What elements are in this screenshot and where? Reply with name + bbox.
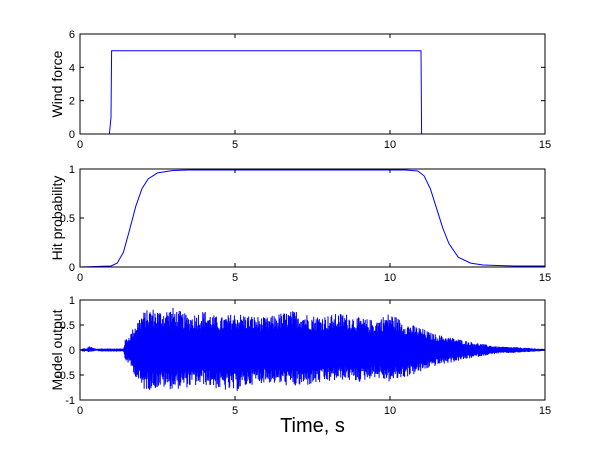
y-tick-label: 4	[69, 62, 75, 74]
x-tick-label: 15	[539, 405, 551, 417]
x-axis-label: Time, s	[280, 415, 345, 437]
x-tick-label: 5	[232, 139, 238, 151]
panel-3: 0 5 10 15 -1 -0.5 0 0.5 1 Model output Time, s	[49, 295, 551, 437]
axes-frame	[79, 168, 546, 268]
x-tick-label: 0	[77, 272, 83, 284]
axes-frame	[79, 33, 546, 135]
x-tick-label: 10	[384, 139, 396, 151]
y-tick-label: 6	[69, 29, 75, 41]
x-tick-label: 10	[384, 272, 396, 284]
y-tick-label: 0.5	[60, 320, 75, 332]
x-tick-label: 0	[77, 139, 83, 151]
y-tick-label: -0.5	[56, 370, 75, 382]
series-line-1	[108, 50, 423, 135]
x-tick-label: 10	[384, 405, 396, 417]
x-tick-label: 5	[232, 405, 238, 417]
y-axis-label: Model output	[49, 309, 65, 390]
y-axis-label: Hit probability	[49, 176, 65, 261]
y-tick-label: 0	[69, 345, 75, 357]
y-tick-label: 2	[69, 96, 75, 108]
x-tick-label: 5	[232, 272, 238, 284]
series-line-1	[79, 169, 545, 268]
y-tick-label: 1	[69, 295, 75, 307]
y-axis-label: Wind force	[49, 50, 65, 117]
y-tick-label: -1	[65, 395, 75, 407]
x-tick-label: 0	[77, 405, 83, 417]
x-tick-label: 15	[539, 139, 551, 151]
y-tick-label: 0	[69, 129, 75, 141]
y-tick-label: 0.5	[60, 213, 75, 225]
oscillation-trace	[79, 308, 546, 392]
panel-1: 0 5 10 15 0 2 4 6 Wind force	[49, 29, 551, 151]
panel-2: 0 5 10 15 0 0.5 1 Hit probability	[49, 164, 551, 284]
x-tick-label: 15	[539, 272, 551, 284]
y-tick-label: 0	[69, 262, 75, 274]
y-tick-label: 1	[69, 164, 75, 176]
